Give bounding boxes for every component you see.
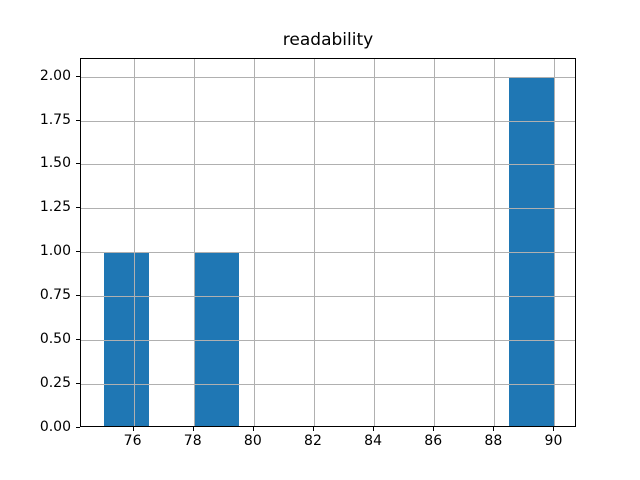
x-tick-label: 80 (243, 433, 262, 449)
y-tick-label: 0.00 (39, 419, 71, 435)
x-gridline (313, 59, 315, 426)
x-tick-mark (312, 427, 314, 431)
x-tick-label: 78 (183, 433, 202, 449)
y-tick-mark (76, 75, 80, 77)
x-gridline (253, 59, 255, 426)
y-gridline (81, 296, 575, 298)
x-tick-label: 86 (424, 433, 443, 449)
plot-area (80, 58, 576, 427)
x-tick-mark (433, 427, 435, 431)
x-tick-mark (553, 427, 555, 431)
x-tick-label: 82 (304, 433, 322, 449)
x-gridline (554, 59, 556, 426)
y-gridline (81, 120, 575, 122)
x-tick-label: 88 (484, 433, 503, 449)
x-gridline (133, 59, 135, 426)
y-tick-mark (76, 383, 80, 385)
x-tick-mark (493, 427, 495, 431)
x-tick-label: 76 (123, 433, 142, 449)
x-gridline (193, 59, 195, 426)
y-gridline (81, 252, 575, 254)
y-gridline (81, 164, 575, 166)
x-tick-mark (192, 427, 194, 431)
y-gridline (81, 340, 575, 342)
y-tick-label: 1.00 (39, 243, 71, 260)
x-tick-mark (252, 427, 254, 431)
y-tick-label: 1.50 (39, 155, 71, 172)
y-tick-label: 2.00 (39, 67, 71, 84)
x-tick-label: 84 (364, 433, 382, 449)
y-tick-mark (76, 295, 80, 297)
y-tick-label: 1.75 (39, 111, 71, 128)
y-tick-mark (76, 207, 80, 209)
y-tick-label: 0.50 (39, 331, 71, 348)
y-gridline (81, 384, 575, 386)
y-gridline (81, 76, 575, 78)
y-tick-label: 1.25 (39, 199, 71, 216)
x-gridline (434, 59, 436, 426)
y-tick-label: 0.75 (39, 287, 71, 304)
y-tick-mark (76, 251, 80, 253)
y-tick-label: 0.25 (39, 375, 71, 392)
x-tick-mark (373, 427, 375, 431)
y-tick-mark (76, 119, 80, 121)
x-gridline (374, 59, 376, 426)
y-gridline (81, 208, 575, 210)
histogram-bar (509, 76, 555, 426)
x-tick-mark (132, 427, 134, 431)
histogram-bar (103, 252, 149, 426)
histogram-bar (193, 252, 239, 426)
x-tick-label: 90 (544, 433, 563, 449)
y-tick-mark (76, 163, 80, 165)
y-tick-mark (76, 427, 80, 428)
x-gridline (494, 59, 496, 426)
y-tick-mark (76, 339, 80, 341)
chart-title: readability (282, 30, 374, 50)
